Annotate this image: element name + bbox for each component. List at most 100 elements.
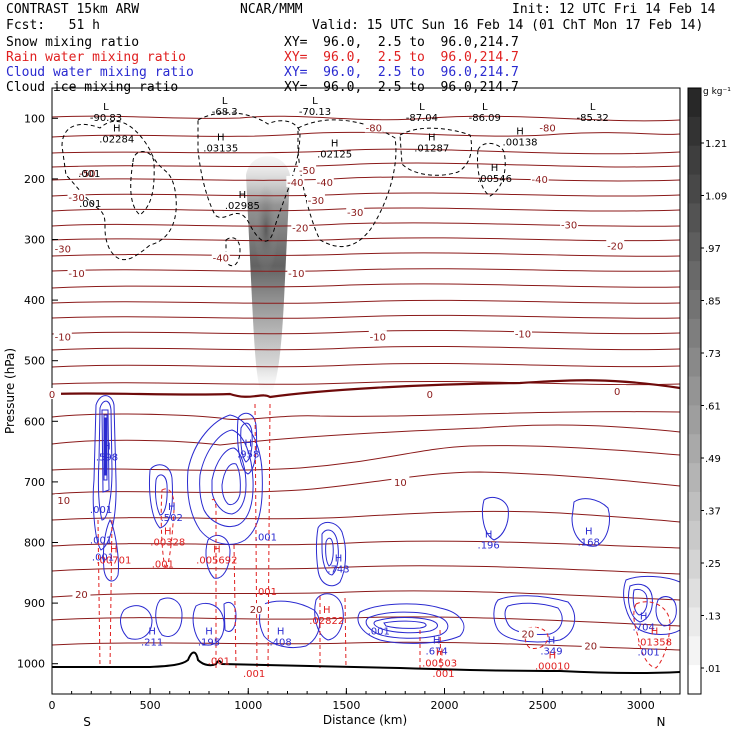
high-marker: H (433, 636, 441, 647)
colorbar-segment (688, 463, 701, 493)
cloud-water-contour (223, 601, 237, 632)
isotherm-label-bg (67, 266, 86, 278)
colorbar-segment (688, 434, 701, 464)
rain-contour (633, 601, 671, 669)
north-endpoint-label: N (657, 715, 666, 729)
y-tick-label: 800 (24, 537, 45, 550)
extremum-value: .349 (540, 647, 562, 658)
high-marker: H (585, 526, 593, 537)
colorbar-segment (688, 203, 701, 233)
y-tick-label: 1000 (17, 658, 45, 671)
xsect-coords-snow: XY= 96.0, 2.5 to 96.0,214.7 (284, 35, 519, 50)
isotherm (52, 345, 680, 351)
high-marker: H (549, 651, 557, 662)
isotherm-label-bg (538, 121, 557, 133)
colorbar-segment (688, 232, 701, 262)
high-marker: H (148, 626, 156, 637)
colorbar-segment (688, 578, 701, 608)
colorbar-tick-label: .01 (705, 664, 721, 675)
isotherm-label: -30 (347, 208, 363, 219)
isotherm (52, 565, 680, 575)
isotherm-label-bg (420, 388, 439, 400)
cloud-water-contour (373, 617, 438, 634)
cloud-water-contour (632, 588, 648, 616)
colorbar-segment (688, 318, 701, 349)
colorbar-segment (688, 347, 701, 378)
isotherm (52, 641, 680, 651)
x-tick-label: 2500 (529, 699, 557, 712)
cloud-water-contour (120, 605, 153, 640)
colorbar-tick-label: .37 (705, 507, 721, 518)
extremum-value: .01358 (637, 637, 672, 648)
low-marker: L (590, 102, 596, 113)
cloud-water-contour (155, 474, 168, 516)
isotherm-label: -10 (55, 332, 71, 343)
high-marker: H (640, 611, 648, 622)
low-marker: L (312, 96, 318, 107)
high-marker: H (491, 163, 499, 174)
cloud-water-contour (104, 417, 107, 476)
extremum-value: .00138 (503, 137, 538, 148)
xsect-coords-rain: XY= 96.0, 2.5 to 96.0,214.7 (284, 50, 519, 65)
x-tick-label: 3000 (627, 699, 655, 712)
isotherm-label-bg (346, 206, 365, 218)
extremum-value: .211 (141, 637, 163, 648)
isotherm-label: -80 (539, 123, 555, 134)
isotherm-label-bg (72, 588, 91, 600)
colorbar-tick-label: .61 (705, 402, 721, 413)
colorbar-tick-label: .49 (705, 454, 721, 465)
high-marker: H (110, 545, 118, 556)
rain-contour (319, 596, 347, 669)
isotherm-label: 0 (49, 390, 55, 401)
cloud-water-contour (199, 429, 254, 527)
rain-contour (211, 498, 237, 669)
xsect-coords-cloud-water: XY= 96.0, 2.5 to 96.0,214.7 (284, 65, 519, 80)
extremum-value: .598 (96, 453, 118, 464)
cloud-water-contour (504, 602, 563, 635)
isotherm (52, 299, 680, 304)
contour-value-label: .001 (78, 169, 100, 180)
x-axis-title: Distance (km) (323, 713, 407, 727)
cloud-water-contour (205, 534, 231, 579)
snow-contour (225, 237, 241, 267)
isotherm-label-bg (315, 175, 334, 187)
x-tick-label: 1000 (234, 699, 262, 712)
rain-contour (254, 403, 271, 669)
rain-contour (524, 626, 549, 649)
extremum-value: .01287 (414, 144, 449, 155)
south-endpoint-label: S (83, 715, 91, 729)
isotherm (52, 411, 680, 420)
cloud-water-contour (383, 620, 427, 629)
valid-time: Valid: 15 UTC Sun 16 Feb 14 (01 ChT Mon … (312, 18, 704, 33)
contour-value-labels: .001 .001 .001 .001 .001 .001 .001 .001 .001 .001… (78, 169, 660, 680)
extremum-value: .00701 (96, 556, 131, 567)
forecast-hour: Fcst: 51 h (6, 18, 100, 33)
isotherm (52, 268, 680, 272)
colorbar-tick-label: .97 (705, 244, 721, 255)
isotherm-label-bg (560, 218, 579, 230)
extremum-value: .704 (633, 622, 655, 633)
colorbar-segment (688, 636, 701, 666)
isotherm-label-bg (298, 163, 317, 175)
isotherm-label-bg (530, 172, 549, 184)
cloud-water-contours (92, 395, 680, 649)
colorbar-segment (688, 174, 701, 204)
cloud-water-contour (240, 422, 253, 463)
y-tick-label: 300 (24, 234, 45, 247)
high-marker: H (164, 526, 172, 537)
high-marker: H (244, 439, 252, 450)
high-marker: H (651, 626, 659, 637)
high-marker: H (436, 648, 444, 659)
cloud-water-contour (325, 537, 334, 567)
x-tick-label: 1500 (332, 699, 360, 712)
isotherm-label: -40 (213, 254, 229, 265)
isotherm-label: 0 (427, 390, 433, 401)
high-marker: H (239, 190, 247, 201)
colorbar-segment (688, 116, 701, 147)
isotherm-label: -10 (370, 332, 386, 343)
cloud-water-contour (97, 400, 113, 521)
extremum-value: .02822 (309, 616, 344, 627)
isotherm-label: -40 (317, 178, 333, 189)
extremum-value: .00503 (422, 659, 457, 670)
cloud-water-contour (187, 414, 263, 545)
